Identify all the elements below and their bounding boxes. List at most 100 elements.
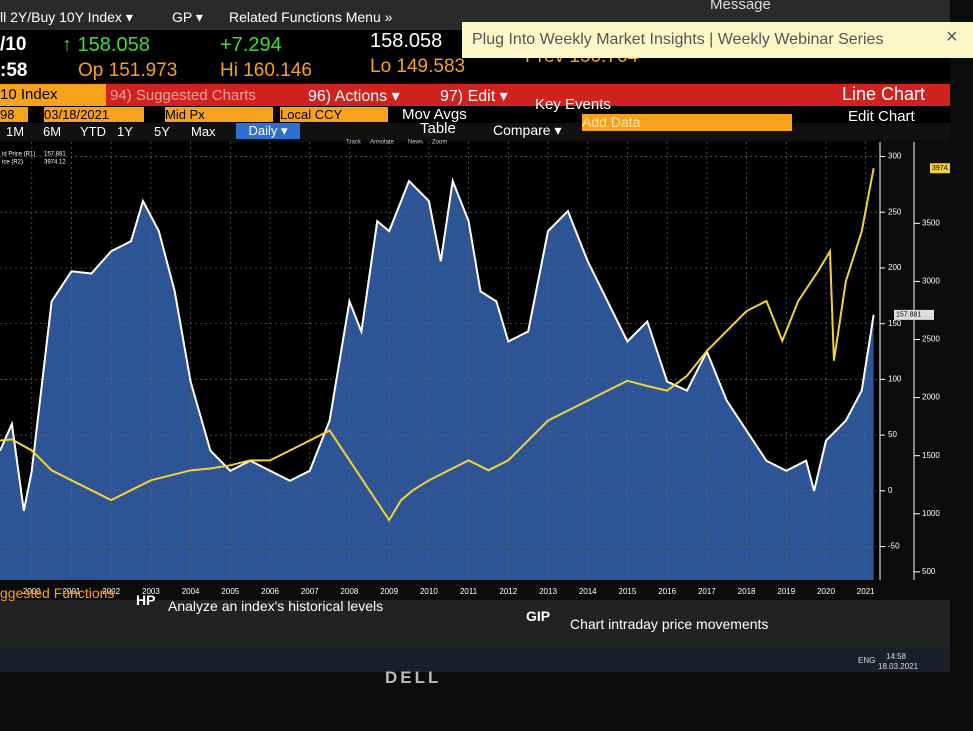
x-tick-label: 2002 — [102, 587, 120, 596]
tool-label: Track — [346, 140, 362, 146]
y2-tick-label: 1000 — [922, 509, 940, 518]
banner-text[interactable]: Plug Into Weekly Market Insights | Weekl… — [472, 31, 884, 48]
y2-tick-label: 2500 — [922, 335, 940, 344]
x-tick-label: 2017 — [698, 587, 716, 596]
last-value-badge — [894, 309, 934, 320]
y-tick-label: -50 — [888, 542, 900, 551]
ticker: /10 — [0, 34, 27, 55]
x-tick-label: 2016 — [658, 587, 676, 596]
mov-avgs[interactable]: Mov Avgs — [402, 106, 467, 123]
tool-label: Annotate — [370, 140, 395, 146]
change: +7.294 — [220, 34, 282, 56]
message[interactable]: Message — [710, 0, 771, 13]
y2-tick-label: 500 — [922, 567, 936, 576]
range-button[interactable]: 1M — [6, 124, 25, 139]
key-events[interactable]: Key Events — [535, 96, 611, 113]
currency[interactable]: Local CCY — [280, 107, 388, 122]
range-button[interactable]: YTD — [80, 124, 106, 139]
x-tick-label: 2014 — [579, 587, 597, 596]
command-bar: 10 Index 94) Suggested Charts 96) Action… — [0, 84, 950, 106]
view-label: Line Chart — [842, 84, 926, 104]
ticker-tail: :58 — [0, 60, 28, 81]
y-tick-label: 150 — [888, 319, 902, 328]
compare[interactable]: Compare ▾ — [493, 122, 562, 138]
clock-time[interactable]: 14:58 — [886, 652, 907, 661]
chart: 2000 2001 2002 2003 2004 2005 2006 2007 2008 2009… — [0, 140, 950, 596]
gip-text[interactable]: Chart intraday price movements — [570, 616, 769, 632]
x-tick-label: 2003 — [142, 587, 160, 596]
tool-label: News — [408, 140, 423, 146]
gip-code[interactable]: GIP — [526, 608, 551, 624]
actions[interactable]: 96) Actions ▾ — [308, 88, 400, 105]
related-menu[interactable]: Related Functions Menu » — [229, 9, 393, 25]
x-tick-label: 2012 — [499, 587, 517, 596]
x-tick-label: 2001 — [63, 587, 81, 596]
y-tick-label: 300 — [888, 152, 902, 161]
x-tick-label: 2021 — [857, 587, 875, 596]
last-price: ↑ 158.058 — [62, 34, 150, 56]
x-tick-label: 2005 — [221, 587, 239, 596]
security-menu[interactable]: ll 2Y/Buy 10Y Index ▾ — [0, 9, 133, 25]
gp-menu[interactable]: GP ▾ — [172, 9, 203, 25]
x-tick-label: 2007 — [301, 587, 319, 596]
series-line — [0, 177, 875, 512]
price-type[interactable]: Mid Px — [165, 107, 273, 122]
clock-date[interactable]: 18.03.2021 — [878, 662, 919, 671]
legend-value: 3974.12 — [44, 160, 66, 166]
periodicity[interactable]: Daily ▾ — [236, 123, 300, 139]
x-tick-label: 2009 — [380, 587, 398, 596]
range-button[interactable]: 6M — [43, 124, 62, 139]
hp-code[interactable]: HP — [136, 592, 156, 608]
banner-close[interactable]: × — [946, 26, 958, 48]
legend-name: ice (R2) — [2, 160, 23, 166]
series-line — [0, 168, 875, 522]
legend-name: id Price (R1) — [2, 152, 35, 158]
y-tick-label: 100 — [888, 374, 902, 383]
series-area — [0, 181, 874, 580]
x-tick-label: 2019 — [777, 587, 795, 596]
y-tick-label: 0 — [888, 486, 893, 495]
field[interactable]: 98 — [0, 107, 28, 122]
taskbar: ENG 14:58 18.03.2021 — [0, 648, 950, 672]
range-buttons: 1M 6M YTD 1Y 5Y Max — [6, 123, 228, 141]
open: Op 151.973 — [78, 60, 178, 81]
banner[interactable]: Plug Into Weekly Market Insights | Weekl… — [462, 22, 973, 58]
range-button[interactable]: 1Y — [117, 124, 133, 139]
x-tick-label: 2008 — [341, 587, 359, 596]
y2-tick-label: 2000 — [922, 393, 940, 402]
monitor-brand: DELL — [385, 668, 442, 687]
y-tick-label: 250 — [888, 207, 902, 216]
index-label[interactable]: 10 Index — [0, 84, 106, 106]
language[interactable]: ENG — [858, 656, 876, 665]
range-button[interactable]: Max — [191, 124, 216, 139]
suggested-functions[interactable]: ggested Functions — [0, 585, 115, 601]
range-row: 1M 6M YTD 1Y 5Y Max Daily ▾ Table Compare ▾ A… — [0, 108, 950, 141]
y2-tick-label: 3500 — [922, 218, 940, 227]
last-value-label: 157.881 — [896, 312, 921, 319]
tool-label: Zoom — [432, 140, 447, 146]
last-value-badge — [930, 163, 950, 174]
range-button[interactable]: 5Y — [154, 124, 170, 139]
x-tick-label: 2011 — [460, 587, 478, 596]
y2-tick-label: 1500 — [922, 451, 940, 460]
x-tick-label: 2004 — [182, 587, 200, 596]
settings-row: 98 03/18/2021 Mid Px Local CCY Mov Avgs … — [0, 96, 950, 123]
x-tick-label: 2010 — [420, 587, 438, 596]
edit[interactable]: 97) Edit ▾ — [440, 88, 508, 105]
footer: ggested Functions HP Analyze an index's … — [0, 585, 950, 648]
edit-chart[interactable]: Edit Chart — [848, 108, 915, 125]
y2-tick-label: 3000 — [922, 277, 940, 286]
suggested-charts[interactable]: 94) Suggested Charts — [110, 87, 256, 104]
table-button[interactable]: Table — [420, 120, 456, 137]
x-tick-label: 2000 — [23, 587, 41, 596]
x-tick-label: 2015 — [619, 587, 637, 596]
legend-value: 157.881 — [44, 152, 66, 158]
x-tick-label: 2018 — [738, 587, 756, 596]
add-data[interactable]: Add Data — [582, 114, 792, 131]
high: Hi 160.146 — [220, 60, 312, 81]
date[interactable]: 03/18/2021 — [44, 107, 144, 122]
y-tick-label: 200 — [888, 263, 902, 272]
x-tick-label: 2013 — [539, 587, 557, 596]
hp-text[interactable]: Analyze an index's historical levels — [168, 598, 384, 614]
